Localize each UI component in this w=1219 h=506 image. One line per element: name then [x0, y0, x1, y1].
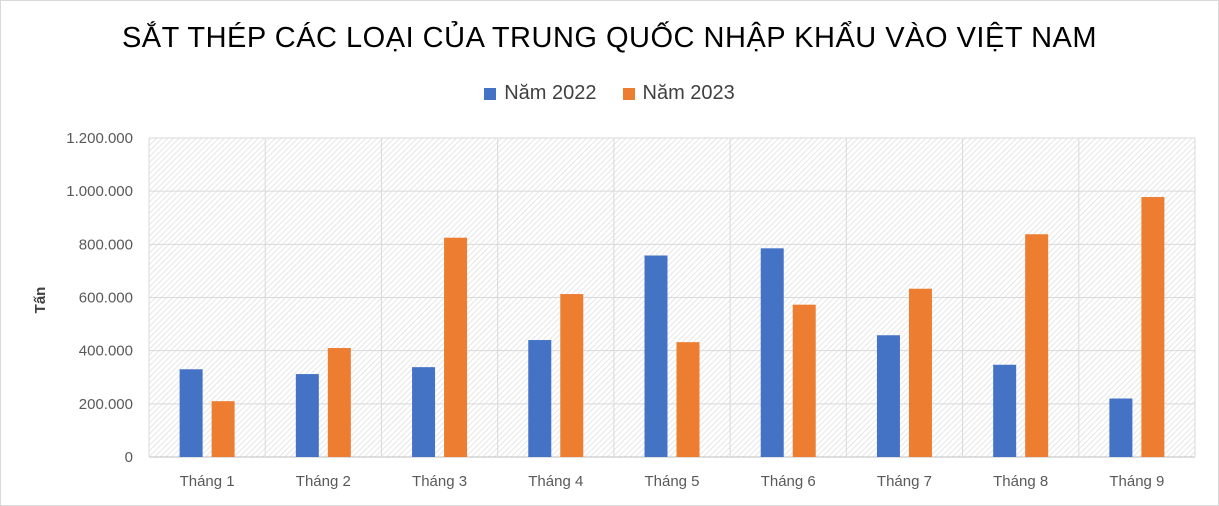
legend-swatch-2023	[622, 87, 635, 100]
legend-label-2023: Năm 2023	[642, 82, 735, 104]
legend-item-2022: Năm 2022	[484, 82, 597, 105]
bar-2022	[295, 374, 319, 457]
x-tick-label: Tháng 2	[296, 473, 351, 490]
legend-item-2023: Năm 2023	[622, 82, 735, 105]
x-tick-label: Tháng 1	[180, 473, 235, 490]
bar-2023	[211, 401, 235, 457]
bar-2022	[528, 340, 552, 457]
bar-2022	[179, 369, 203, 457]
y-tick-label: 800.000	[79, 236, 133, 253]
bar-2022	[1109, 398, 1133, 457]
y-axis-label: Tấn	[32, 287, 49, 314]
x-tick-label: Tháng 4	[528, 473, 583, 490]
legend-swatch-2022	[484, 87, 497, 100]
chart-title: SẮT THÉP CÁC LOẠI CỦA TRUNG QUỐC NHẬP KH…	[121, 22, 1098, 54]
y-tick-label: 400.000	[79, 343, 133, 360]
bar-2023	[1141, 197, 1165, 457]
bar-2023	[792, 304, 816, 457]
x-axis-ticks: Tháng 1 Tháng 2 Tháng 3 Tháng 4 Tháng 5 Tháng…	[180, 473, 1165, 490]
bar-2022	[876, 335, 900, 457]
x-tick-label: Tháng 5	[644, 473, 699, 490]
bar-2022	[412, 367, 436, 457]
bar-2023	[444, 237, 468, 457]
bar-2023	[1025, 234, 1049, 457]
bar-2023	[327, 348, 351, 457]
y-tick-label: 1.200.000	[66, 130, 133, 147]
x-tick-label: Tháng 8	[993, 473, 1048, 490]
y-tick-label: 0	[125, 449, 133, 466]
bar-2023	[560, 294, 584, 457]
chart-legend: Năm 2022 Năm 2023	[0, 82, 1219, 105]
legend-label-2022: Năm 2022	[504, 82, 597, 104]
bar-2023	[908, 288, 932, 457]
x-tick-label: Tháng 7	[877, 473, 932, 490]
bar-2022	[993, 364, 1017, 457]
y-tick-label: 600.000	[79, 290, 133, 307]
bar-2022	[760, 248, 784, 457]
bar-2023	[676, 342, 700, 457]
x-tick-label: Tháng 3	[412, 473, 467, 490]
x-tick-label: Tháng 9	[1109, 473, 1164, 490]
x-tick-label: Tháng 6	[761, 473, 816, 490]
gridlines	[148, 137, 1196, 458]
y-tick-label: 1.000.000	[66, 183, 133, 200]
y-axis-ticks: 0 200.000 400.000 600.000 800.000 1.000.000 1.…	[66, 130, 133, 466]
bars	[179, 197, 1165, 457]
bar-2022	[644, 255, 668, 457]
y-tick-label: 200.000	[79, 396, 133, 413]
